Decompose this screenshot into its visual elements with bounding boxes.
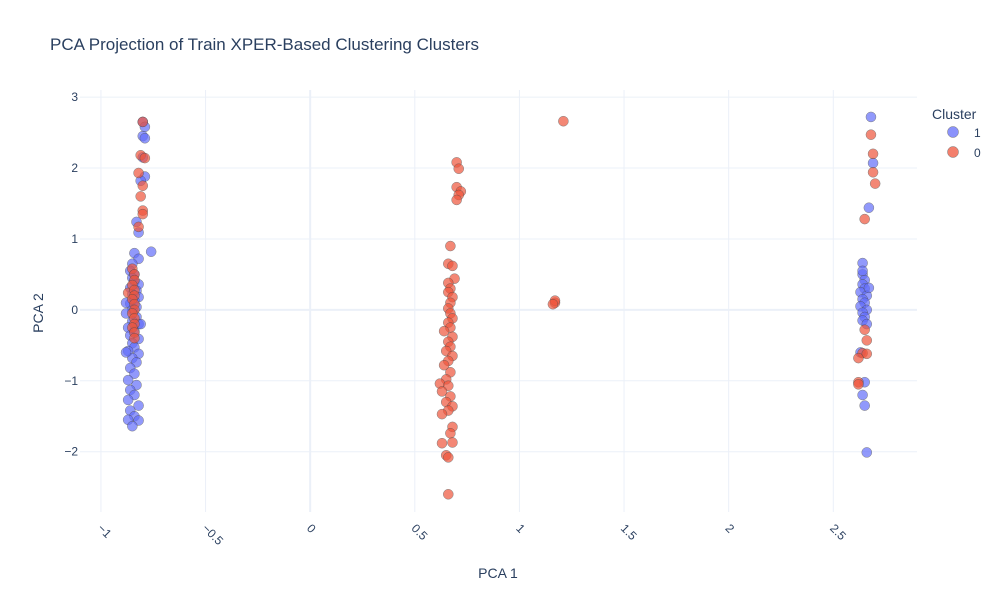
data-point-cluster-0[interactable] — [445, 240, 456, 252]
data-point-cluster-0[interactable] — [436, 408, 448, 420]
data-point-cluster-1[interactable] — [863, 202, 875, 213]
y-axis-title: PCA 2 — [30, 293, 46, 333]
data-point-cluster-0[interactable] — [447, 260, 458, 272]
data-point-cluster-0[interactable] — [865, 129, 877, 140]
data-point-cluster-0[interactable] — [135, 191, 146, 202]
x-tick-label: −1 — [95, 521, 115, 541]
data-point-cluster-1[interactable] — [122, 394, 134, 406]
data-point-cluster-1[interactable] — [863, 282, 875, 294]
data-point-cluster-0[interactable] — [137, 208, 149, 220]
series-0 — [122, 115, 881, 500]
x-tick-label: 2 — [723, 521, 738, 536]
legend-title: Cluster — [932, 106, 977, 122]
data-point-cluster-0[interactable] — [445, 428, 456, 439]
data-point-cluster-0[interactable] — [137, 116, 149, 128]
data-point-cluster-0[interactable] — [443, 489, 454, 500]
data-point-cluster-0[interactable] — [137, 180, 149, 191]
data-point-cluster-0[interactable] — [861, 348, 873, 360]
data-point-cluster-0[interactable] — [558, 115, 569, 127]
data-point-cluster-1[interactable] — [129, 368, 140, 379]
y-tick-label: −2 — [64, 445, 78, 459]
x-tick-label: −0.5 — [199, 521, 226, 548]
legend-label-1: 1 — [974, 126, 981, 140]
data-point-cluster-0[interactable] — [438, 325, 450, 337]
data-point-cluster-0[interactable] — [861, 335, 873, 346]
legend-item-1[interactable]: 1 — [947, 126, 982, 140]
data-point-cluster-0[interactable] — [859, 213, 870, 225]
x-tick-label: 0 — [304, 521, 319, 536]
chart-title: PCA Projection of Train XPER-Based Clust… — [50, 35, 479, 54]
data-point-cluster-1[interactable] — [127, 420, 138, 432]
data-point-cluster-0[interactable] — [447, 437, 458, 448]
plot-area[interactable] — [120, 111, 881, 500]
data-point-cluster-1[interactable] — [857, 265, 868, 277]
y-tick-label: 1 — [71, 232, 78, 246]
data-point-cluster-0[interactable] — [139, 152, 151, 164]
y-tick-label: 3 — [71, 90, 78, 104]
data-point-cluster-1[interactable] — [139, 132, 151, 144]
legend-label-0: 0 — [974, 146, 981, 160]
data-point-cluster-1[interactable] — [867, 157, 879, 169]
legend-marker-0 — [947, 146, 959, 158]
data-point-cluster-0[interactable] — [133, 221, 144, 233]
y-tick-labels: −2 −1 0 1 2 3 — [64, 90, 78, 459]
data-point-cluster-0[interactable] — [859, 324, 870, 335]
x-tick-label: 1 — [513, 521, 528, 536]
data-point-cluster-0[interactable] — [547, 298, 559, 310]
x-tick-label: 2.5 — [827, 521, 849, 543]
x-tick-label: 0.5 — [409, 521, 431, 543]
x-axis-title: PCA 1 — [478, 565, 518, 581]
data-point-cluster-0[interactable] — [869, 178, 881, 189]
data-point-cluster-0[interactable] — [867, 148, 879, 160]
legend-item-0[interactable]: 0 — [947, 146, 982, 160]
data-point-cluster-1[interactable] — [857, 389, 868, 401]
data-point-cluster-0[interactable] — [453, 163, 464, 174]
data-point-cluster-1[interactable] — [120, 347, 132, 358]
data-point-cluster-0[interactable] — [853, 352, 864, 364]
data-point-cluster-1[interactable] — [859, 400, 870, 411]
data-point-cluster-0[interactable] — [451, 194, 462, 206]
legend-marker-1 — [947, 126, 959, 138]
data-point-cluster-0[interactable] — [443, 452, 454, 463]
data-point-cluster-0[interactable] — [436, 437, 448, 449]
data-point-cluster-0[interactable] — [436, 386, 448, 397]
x-tick-label: 1.5 — [618, 521, 640, 543]
data-point-cluster-1[interactable] — [865, 111, 877, 123]
y-tick-label: 0 — [71, 303, 78, 317]
data-point-cluster-0[interactable] — [129, 332, 140, 344]
grid-lines — [80, 90, 917, 512]
data-point-cluster-1[interactable] — [145, 246, 157, 257]
data-point-cluster-0[interactable] — [438, 359, 450, 371]
data-point-cluster-0[interactable] — [867, 167, 879, 178]
data-point-cluster-0[interactable] — [133, 167, 144, 179]
data-point-cluster-1[interactable] — [133, 400, 144, 411]
x-tick-labels: −1 −0.5 0 0.5 1 1.5 2 2.5 — [95, 521, 849, 548]
data-point-cluster-1[interactable] — [122, 374, 134, 386]
data-point-cluster-0[interactable] — [853, 379, 864, 390]
series-1 — [120, 111, 879, 458]
y-tick-label: −1 — [64, 374, 78, 388]
legend[interactable]: Cluster 1 0 — [932, 106, 981, 160]
y-tick-label: 2 — [71, 161, 78, 175]
data-point-cluster-1[interactable] — [861, 447, 873, 458]
